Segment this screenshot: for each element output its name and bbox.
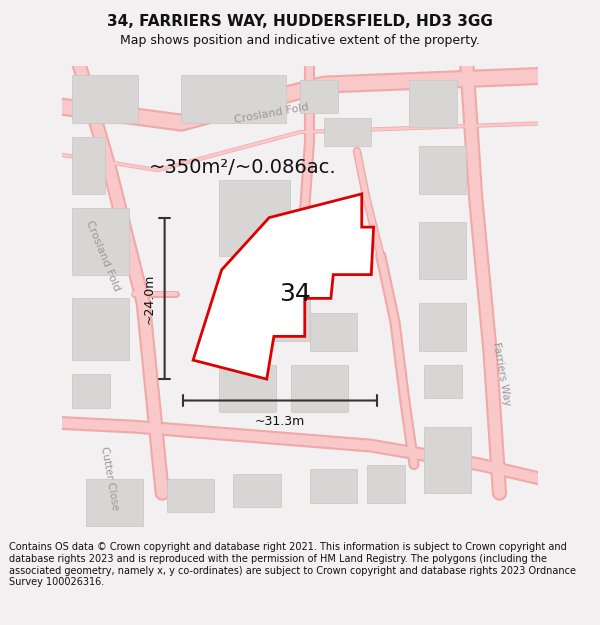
Text: 34: 34 (280, 282, 311, 306)
Bar (424, 365, 461, 398)
Bar (72, 75, 139, 122)
Bar (243, 274, 310, 341)
Bar (86, 479, 143, 526)
Text: Contains OS data © Crown copyright and database right 2021. This information is : Contains OS data © Crown copyright and d… (9, 542, 576, 588)
Bar (419, 303, 466, 351)
Text: ~31.3m: ~31.3m (255, 415, 305, 428)
Text: ~350m²/~0.086ac.: ~350m²/~0.086ac. (149, 158, 337, 177)
Bar (219, 365, 276, 413)
Bar (419, 222, 466, 279)
Bar (310, 312, 357, 351)
Bar (72, 374, 110, 408)
Bar (181, 75, 286, 122)
Text: ~24.0m: ~24.0m (143, 273, 156, 324)
Text: Map shows position and indicative extent of the property.: Map shows position and indicative extent… (120, 34, 480, 48)
Bar (424, 427, 471, 493)
Bar (72, 298, 129, 360)
Text: Crosland Fold: Crosland Fold (84, 219, 122, 292)
Polygon shape (193, 194, 374, 379)
Bar (367, 464, 404, 503)
Bar (300, 80, 338, 113)
Bar (167, 479, 215, 512)
Bar (219, 179, 290, 256)
Text: Cutter Close: Cutter Close (100, 446, 121, 512)
Bar (324, 118, 371, 146)
Bar (72, 208, 129, 274)
Bar (290, 365, 347, 413)
Bar (310, 469, 357, 502)
Bar (419, 146, 466, 194)
Text: Crosland Fold: Crosland Fold (233, 102, 310, 124)
Bar (409, 80, 457, 128)
Bar (72, 137, 105, 194)
Bar (233, 474, 281, 508)
Text: 34, FARRIERS WAY, HUDDERSFIELD, HD3 3GG: 34, FARRIERS WAY, HUDDERSFIELD, HD3 3GG (107, 14, 493, 29)
Text: Farriers Way: Farriers Way (491, 342, 512, 407)
